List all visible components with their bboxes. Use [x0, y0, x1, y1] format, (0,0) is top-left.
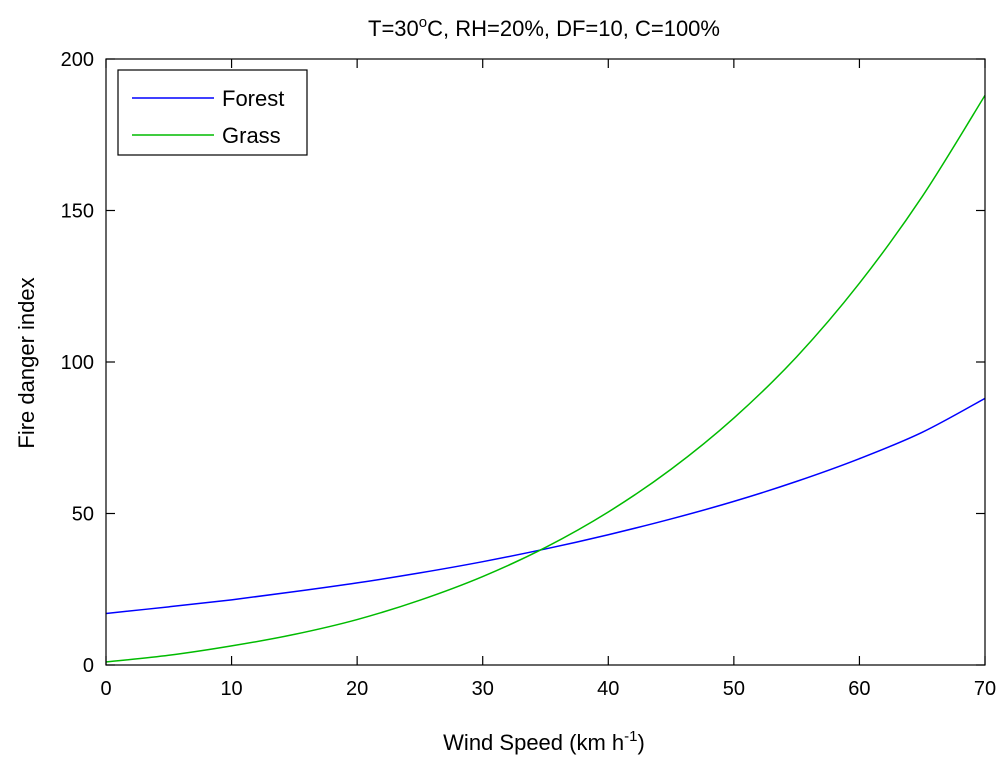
- plot-area: [106, 59, 985, 665]
- x-axis-label: Wind Speed (km h-1): [443, 728, 645, 755]
- series-line-forest: [106, 397, 985, 615]
- axes: [105, 58, 986, 666]
- x-tick-label: 70: [974, 678, 996, 700]
- series-line-grass: [106, 94, 985, 663]
- x-axis-label-superscript: -1: [624, 728, 637, 745]
- legend: Forest Grass: [117, 69, 308, 156]
- y-tick-label: 100: [61, 352, 94, 374]
- legend-box: [117, 69, 308, 156]
- y-tick-label: 150: [61, 201, 94, 223]
- x-tick-label: 30: [472, 678, 494, 700]
- x-tick-label: 60: [848, 678, 870, 700]
- x-tick-label: 40: [597, 678, 619, 700]
- x-axis-label-prefix: Wind Speed (km h: [443, 730, 624, 755]
- series-lines: [106, 94, 985, 663]
- x-tick-label: 10: [220, 678, 242, 700]
- y-axis-label: Fire danger index: [14, 277, 39, 448]
- x-axis-label-suffix: ): [637, 730, 644, 755]
- y-tick-label: 0: [83, 655, 94, 677]
- x-tick-label: 50: [723, 678, 745, 700]
- y-tick-label: 50: [72, 504, 94, 526]
- legend-label-grass: Grass: [222, 123, 281, 148]
- x-tick-label: 20: [346, 678, 368, 700]
- legend-label-forest: Forest: [222, 86, 284, 111]
- chart-title-suffix: C, RH=20%, DF=10, C=100%: [427, 16, 720, 41]
- plot-background: [106, 59, 985, 665]
- tick-labels: 0 10 20 30 40 50 60 70 0 50 100 150 200: [61, 49, 997, 700]
- chart-title-superscript: o: [419, 14, 427, 31]
- chart-title: T=30oC, RH=20%, DF=10, C=100%: [368, 14, 720, 41]
- chart-title-prefix: T=30: [368, 16, 419, 41]
- x-tick-label: 0: [100, 678, 111, 700]
- y-tick-label: 200: [61, 49, 94, 71]
